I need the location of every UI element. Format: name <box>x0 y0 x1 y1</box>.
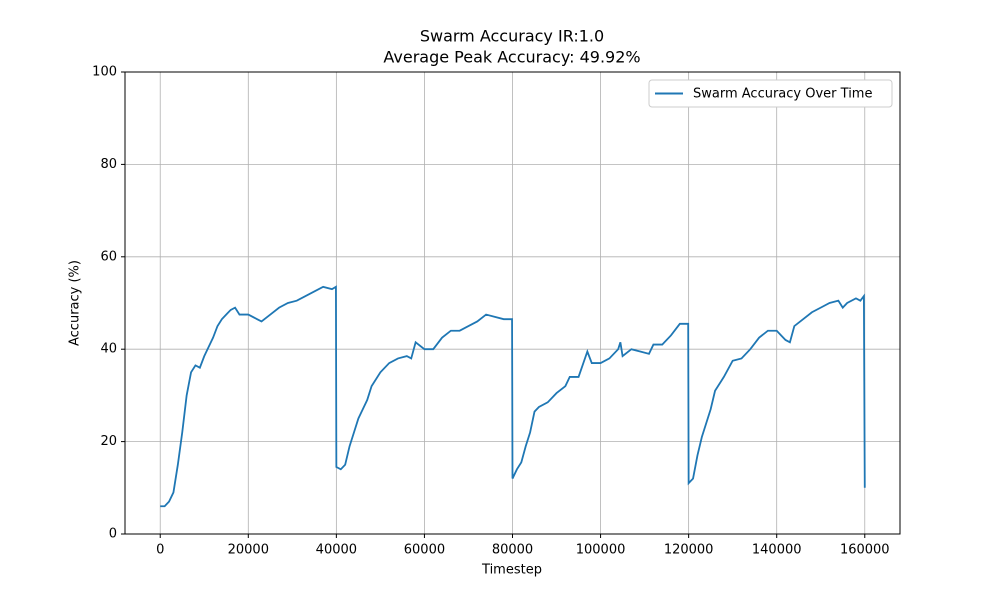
y-tick-label: 80 <box>100 157 117 172</box>
y-tick-label: 40 <box>100 342 117 357</box>
x-tick-label: 80000 <box>492 543 533 558</box>
x-tick-label: 160000 <box>840 543 890 558</box>
legend-label: Swarm Accuracy Over Time <box>693 87 872 102</box>
data-line <box>160 285 866 508</box>
y-tick-label: 0 <box>109 527 117 542</box>
x-tick-label: 40000 <box>316 543 357 558</box>
x-tick-label: 20000 <box>228 543 269 558</box>
legend-box <box>648 79 893 108</box>
y-tick-label: 20 <box>100 434 117 449</box>
y-axis-label: Accuracy (%) <box>68 260 83 346</box>
chart-title: Swarm Accuracy IR:1.0 <box>420 27 604 46</box>
x-tick-label: 120000 <box>664 543 714 558</box>
chart-subtitle: Average Peak Accuracy: 49.92% <box>383 48 640 67</box>
x-tick-label: 0 <box>156 543 164 558</box>
x-axis-label: Timestep <box>481 563 542 578</box>
x-tick-label: 140000 <box>752 543 802 558</box>
x-tick-label: 100000 <box>576 543 626 558</box>
x-tick-label: 60000 <box>404 543 445 558</box>
y-tick-label: 100 <box>92 65 117 80</box>
y-tick-label: 60 <box>100 249 117 264</box>
plot-frame <box>124 71 901 535</box>
